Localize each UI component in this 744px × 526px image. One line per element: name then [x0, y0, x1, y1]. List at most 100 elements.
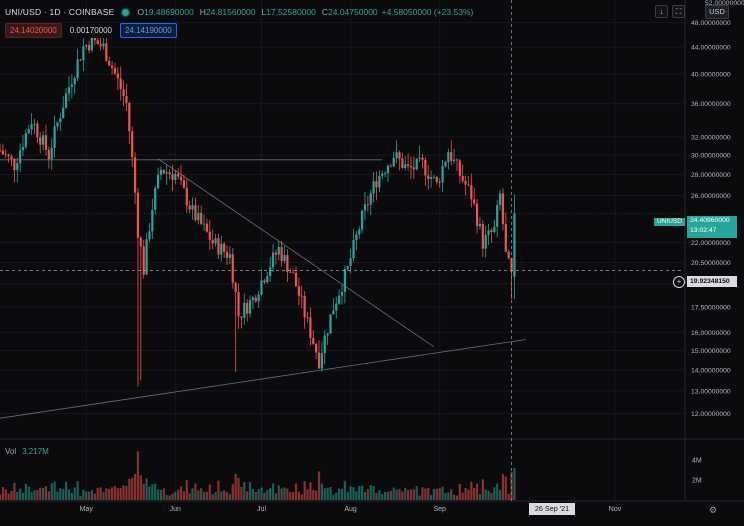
candle-body: [217, 238, 220, 255]
volume-bar: [266, 490, 269, 500]
volume-bar: [79, 496, 82, 500]
candle-body: [280, 247, 283, 262]
volume-bar: [205, 491, 209, 500]
candle-body: [329, 314, 332, 334]
candle-body: [128, 102, 131, 132]
price-tick-label: 17.50000000: [691, 305, 731, 312]
crosshair: [0, 0, 684, 501]
price-tick-label: 15.00000000: [691, 348, 731, 355]
volume-bar: [475, 483, 479, 500]
candle-body: [513, 213, 516, 277]
volume-bar: [246, 491, 249, 500]
volume-bar: [303, 481, 306, 500]
volume-bar: [381, 494, 384, 500]
volume-bar: [87, 491, 91, 500]
volume-bar: [10, 490, 13, 500]
candle-body: [320, 353, 323, 369]
add-alert-icon[interactable]: +: [673, 276, 685, 288]
candle-body: [326, 333, 329, 336]
candle-body: [108, 60, 111, 66]
candle-body: [372, 181, 375, 194]
volume-bar: [429, 494, 433, 500]
volume-bar: [361, 485, 364, 500]
candle-body: [197, 212, 200, 221]
volume-bar: [240, 487, 243, 500]
volume-bar: [194, 483, 197, 500]
volume-bar: [478, 494, 482, 500]
volume-bar: [421, 487, 424, 500]
last-price-label: 24.40960000 13:02:47: [687, 216, 737, 238]
candle-body: [156, 174, 160, 189]
volume-bar: [412, 489, 415, 500]
symbol-label[interactable]: UNI/USD · 1D · COINBASE: [5, 7, 115, 17]
close-key: C: [321, 7, 329, 17]
candle-body: [53, 126, 56, 148]
candle-body: [87, 45, 91, 51]
candle-body: [435, 176, 438, 182]
volume-bar: [329, 486, 332, 500]
download-icon[interactable]: ↓: [655, 5, 668, 18]
volume-bar: [409, 489, 413, 500]
volume-bar: [4, 489, 7, 500]
volume-bar: [317, 471, 321, 500]
volume-bar: [470, 481, 473, 500]
trendlines[interactable]: [0, 158, 526, 419]
volume-bar: [139, 475, 142, 500]
candle-body: [338, 295, 341, 304]
volume-bar: [297, 491, 300, 500]
price-tick-label: 16.00000000: [691, 330, 731, 337]
currency-selector[interactable]: USD: [705, 5, 729, 19]
candle-body: [283, 255, 286, 262]
candle-body: [455, 159, 459, 161]
buy-button[interactable]: 24.14190000: [119, 23, 177, 38]
candle-body: [211, 240, 214, 244]
candle-body: [297, 286, 300, 296]
volume-bar: [30, 492, 33, 500]
candle-body: [340, 291, 344, 296]
volume-bar: [53, 481, 56, 500]
fullscreen-icon[interactable]: ⛶: [672, 5, 685, 18]
volume-bar: [156, 489, 160, 500]
volume-bar: [234, 473, 237, 500]
volume-bar: [119, 488, 122, 500]
volume-bar: [1, 487, 4, 500]
candle-body: [159, 169, 163, 175]
candle-body: [10, 156, 13, 159]
candle-body: [389, 165, 392, 167]
volume-bar: [323, 488, 326, 500]
candle-body: [432, 176, 436, 178]
low-key: L: [261, 7, 267, 17]
candle-body: [182, 180, 186, 188]
volume-bar: [481, 479, 484, 500]
candle-body: [59, 118, 62, 123]
candle-body: [415, 158, 418, 170]
symbol-price-tag: UNIUSD: [654, 218, 685, 226]
volume-bar: [223, 490, 226, 500]
volume-bar: [320, 483, 323, 500]
volume-bar: [154, 483, 157, 500]
time-axis[interactable]: May Jun Jul Aug Sep Nov: [80, 506, 622, 513]
volume-bar: [174, 491, 177, 500]
candle-body: [401, 158, 404, 168]
candle-body: [292, 272, 295, 274]
candle-body: [102, 43, 105, 47]
candle-body: [289, 272, 292, 273]
candle-body: [21, 146, 25, 151]
trendline: [157, 158, 435, 348]
settings-gear-icon[interactable]: ⚙: [709, 505, 718, 515]
volume-bar: [125, 486, 128, 500]
volume-bar: [44, 486, 48, 500]
candle-body: [461, 175, 464, 181]
candle-body: [4, 154, 7, 155]
volume-bar: [286, 488, 289, 500]
candle-body: [240, 316, 243, 318]
sell-button[interactable]: 24.14020000: [5, 23, 62, 38]
candle-body: [105, 43, 108, 61]
volume-bar: [7, 493, 10, 500]
volume-bar: [67, 489, 71, 500]
candle-body: [151, 209, 154, 232]
candle-body: [119, 78, 122, 90]
candle-body: [473, 199, 476, 204]
